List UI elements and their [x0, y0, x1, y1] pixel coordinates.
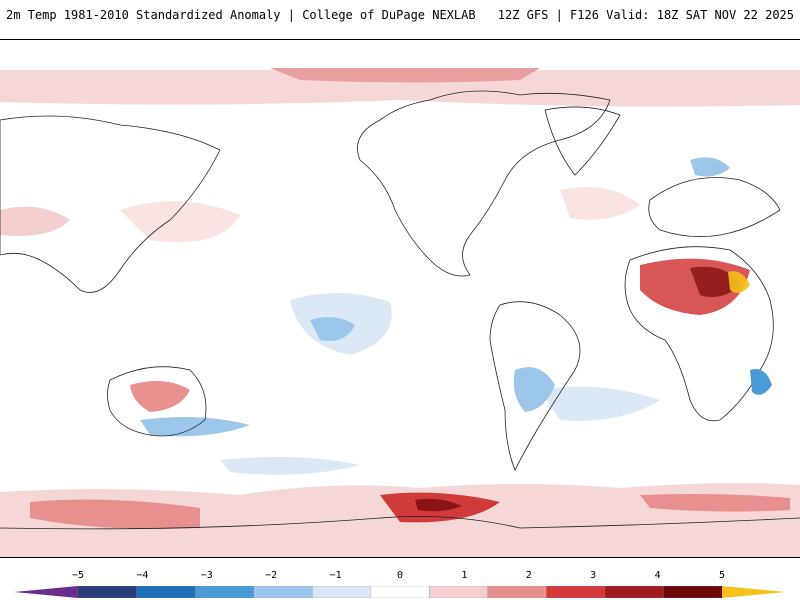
- pacific-cool-core: [310, 316, 355, 341]
- colorbar-tick-label: 0: [396, 570, 404, 581]
- europe-outline: [648, 177, 781, 238]
- map-title: 2m Temp 1981-2010 Standardized Anomaly |…: [6, 8, 476, 22]
- colorbar-tick-label: −1: [329, 570, 342, 581]
- arctic-warm-anomaly: [0, 70, 800, 107]
- colorbar-segment: [429, 586, 489, 598]
- colorbar-segment: [663, 586, 723, 598]
- antarctica-outline: [0, 515, 800, 530]
- greenland-outline: [544, 106, 621, 176]
- colorbar-min-extension: [14, 586, 78, 598]
- colorbar-segment: [546, 586, 606, 598]
- colorbar-tick-label: 2: [525, 570, 532, 581]
- colorbar-scale: [14, 586, 786, 598]
- north-pacific-warm: [120, 201, 240, 243]
- sahel-extreme-peak: [728, 271, 750, 294]
- australia-warm-anomaly: [130, 381, 190, 412]
- east-africa-cool: [750, 369, 772, 395]
- north-america-outline: [357, 90, 611, 277]
- colorbar-segment: [604, 586, 665, 598]
- colorbar-tick-label: −3: [200, 570, 213, 581]
- colorbar-segment: [253, 586, 313, 598]
- asia-warm: [0, 206, 70, 236]
- africa-outline: [624, 246, 774, 422]
- map-canvas: [0, 40, 800, 557]
- colorbar: −5 −4 −3 −2 −1 0 1 2 3 4 5: [0, 558, 800, 600]
- colorbar-tick-label: −5: [71, 570, 85, 581]
- southern-ocean-cool: [220, 456, 360, 475]
- colorbar-segment: [194, 586, 255, 598]
- anomaly-map[interactable]: [0, 40, 800, 558]
- antarctic-warm-west: [30, 499, 200, 529]
- south-america-cool: [513, 367, 555, 412]
- asia-outline: [0, 115, 221, 293]
- arctic-warm-core: [270, 68, 540, 83]
- colorbar-max-extension: [722, 586, 786, 598]
- colorbar-segment: [312, 586, 372, 598]
- map-header: 2m Temp 1981-2010 Standardized Anomaly |…: [0, 0, 800, 40]
- colorbar-segment: [136, 586, 196, 598]
- colorbar-tick-label: −2: [265, 570, 278, 581]
- south-atlantic-cool: [540, 386, 660, 421]
- colorbar-tick-label: 4: [654, 570, 661, 581]
- antarctic-warm-peak: [415, 498, 462, 512]
- south-america-outline: [489, 301, 581, 471]
- colorbar-segment: [370, 586, 430, 598]
- north-atlantic-warm: [560, 187, 640, 220]
- colorbar-tick-label: 1: [461, 570, 468, 581]
- antarctic-warm-east: [640, 494, 790, 512]
- colorbar-tick-label: 5: [718, 570, 726, 581]
- australia-outline: [107, 366, 207, 437]
- colorbar-segment: [487, 586, 548, 598]
- scandinavia-cool: [690, 157, 730, 177]
- model-run-info: 12Z GFS | F126 Valid: 18Z SAT NOV 22 202…: [497, 8, 794, 22]
- colorbar-segment: [77, 586, 138, 598]
- colorbar-tick-label: 3: [590, 570, 597, 581]
- coastlines: [0, 90, 800, 530]
- colorbar-tick-label: −4: [136, 570, 149, 581]
